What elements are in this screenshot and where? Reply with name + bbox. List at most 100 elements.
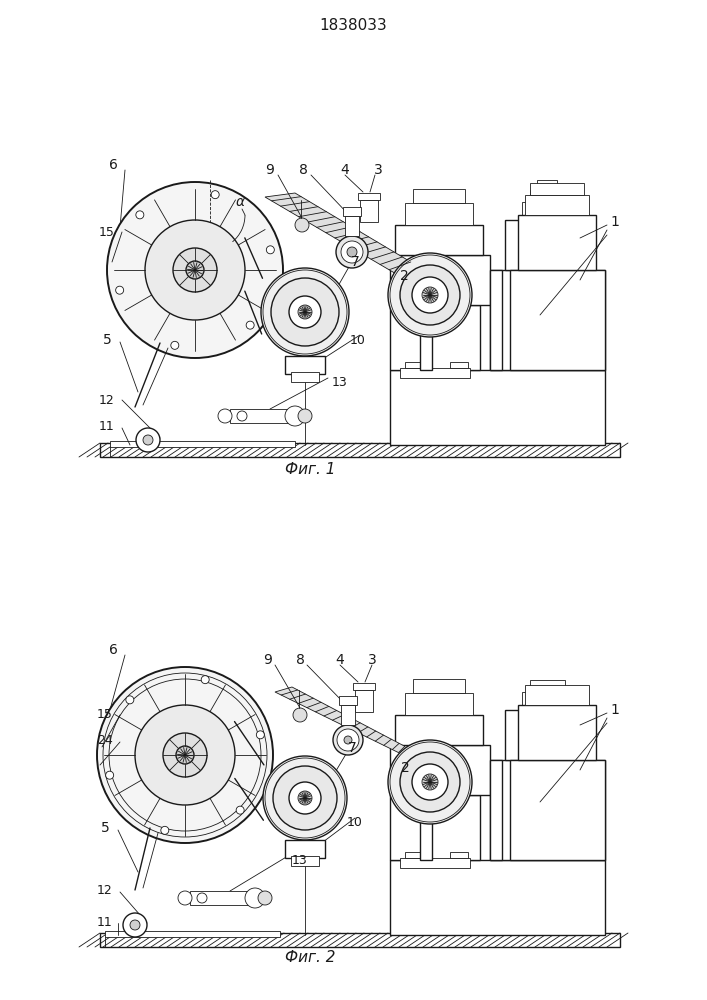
Circle shape: [298, 409, 312, 423]
Circle shape: [160, 826, 169, 834]
Circle shape: [400, 752, 460, 812]
Circle shape: [333, 725, 363, 755]
Circle shape: [145, 220, 245, 320]
Bar: [390, 795, 480, 860]
Bar: [413, 189, 465, 203]
Circle shape: [130, 920, 140, 930]
Text: 7: 7: [351, 255, 359, 269]
Circle shape: [412, 764, 448, 800]
Circle shape: [347, 247, 357, 257]
Text: 8: 8: [298, 163, 308, 177]
Circle shape: [337, 729, 359, 751]
Bar: [420, 795, 432, 860]
Bar: [390, 305, 480, 370]
Circle shape: [105, 771, 114, 779]
Bar: [405, 852, 423, 858]
Bar: [522, 692, 572, 710]
Bar: [291, 372, 319, 382]
Circle shape: [173, 248, 217, 292]
Bar: [530, 680, 565, 692]
Bar: [450, 852, 468, 858]
Circle shape: [186, 261, 204, 279]
Circle shape: [258, 891, 272, 905]
Text: Фиг. 2: Фиг. 2: [285, 950, 335, 966]
Bar: [285, 840, 325, 858]
Circle shape: [257, 731, 264, 739]
Bar: [510, 270, 605, 370]
Bar: [405, 362, 423, 368]
Circle shape: [400, 265, 460, 325]
Text: 12: 12: [97, 884, 113, 896]
Bar: [110, 441, 295, 447]
Bar: [400, 368, 470, 378]
Text: 2: 2: [399, 269, 409, 283]
Bar: [390, 370, 605, 445]
Text: 9: 9: [264, 653, 272, 667]
Circle shape: [201, 676, 209, 684]
Text: 11: 11: [99, 420, 115, 434]
Circle shape: [289, 296, 321, 328]
Bar: [358, 193, 380, 200]
Text: 1: 1: [611, 703, 619, 717]
Circle shape: [263, 756, 347, 840]
Circle shape: [273, 766, 337, 830]
Circle shape: [261, 268, 349, 356]
Bar: [413, 679, 465, 693]
Bar: [100, 443, 620, 457]
Bar: [420, 305, 432, 370]
Circle shape: [285, 406, 305, 426]
Bar: [291, 856, 319, 866]
Bar: [353, 683, 375, 690]
Circle shape: [126, 696, 134, 704]
Text: 13: 13: [292, 854, 308, 866]
Circle shape: [388, 253, 472, 337]
Circle shape: [135, 705, 235, 805]
Text: 4: 4: [341, 163, 349, 177]
Polygon shape: [275, 687, 405, 753]
Bar: [518, 215, 596, 270]
Text: 24: 24: [97, 734, 113, 746]
Text: 13: 13: [332, 375, 348, 388]
Bar: [285, 356, 325, 374]
Bar: [490, 760, 605, 860]
Circle shape: [171, 341, 179, 349]
Circle shape: [107, 182, 283, 358]
Circle shape: [246, 321, 254, 329]
Text: 9: 9: [266, 163, 274, 177]
Bar: [510, 760, 605, 860]
Text: 15: 15: [99, 226, 115, 238]
Circle shape: [97, 667, 273, 843]
Text: 10: 10: [350, 334, 366, 347]
Bar: [490, 270, 502, 370]
Circle shape: [143, 435, 153, 445]
Circle shape: [136, 428, 160, 452]
Text: 6: 6: [109, 643, 117, 657]
Circle shape: [289, 782, 321, 814]
Bar: [395, 225, 483, 255]
Text: 5: 5: [100, 821, 110, 835]
Bar: [341, 705, 355, 725]
Text: 1: 1: [611, 215, 619, 229]
Bar: [405, 693, 473, 715]
Polygon shape: [265, 193, 417, 274]
Circle shape: [344, 736, 352, 744]
Bar: [530, 190, 565, 202]
Bar: [390, 255, 490, 305]
Text: Фиг. 1: Фиг. 1: [285, 462, 335, 478]
Text: 11: 11: [97, 916, 113, 928]
Text: 7: 7: [348, 741, 356, 755]
Circle shape: [176, 746, 194, 764]
Bar: [390, 860, 605, 935]
Text: 2: 2: [401, 761, 409, 775]
Bar: [345, 216, 359, 236]
Bar: [490, 270, 605, 370]
Bar: [505, 710, 590, 760]
Bar: [343, 207, 361, 216]
Bar: [400, 858, 470, 868]
Circle shape: [271, 278, 339, 346]
Text: 1838033: 1838033: [319, 17, 387, 32]
Circle shape: [293, 708, 307, 722]
Bar: [339, 696, 357, 705]
Bar: [360, 200, 378, 222]
Bar: [525, 685, 589, 705]
